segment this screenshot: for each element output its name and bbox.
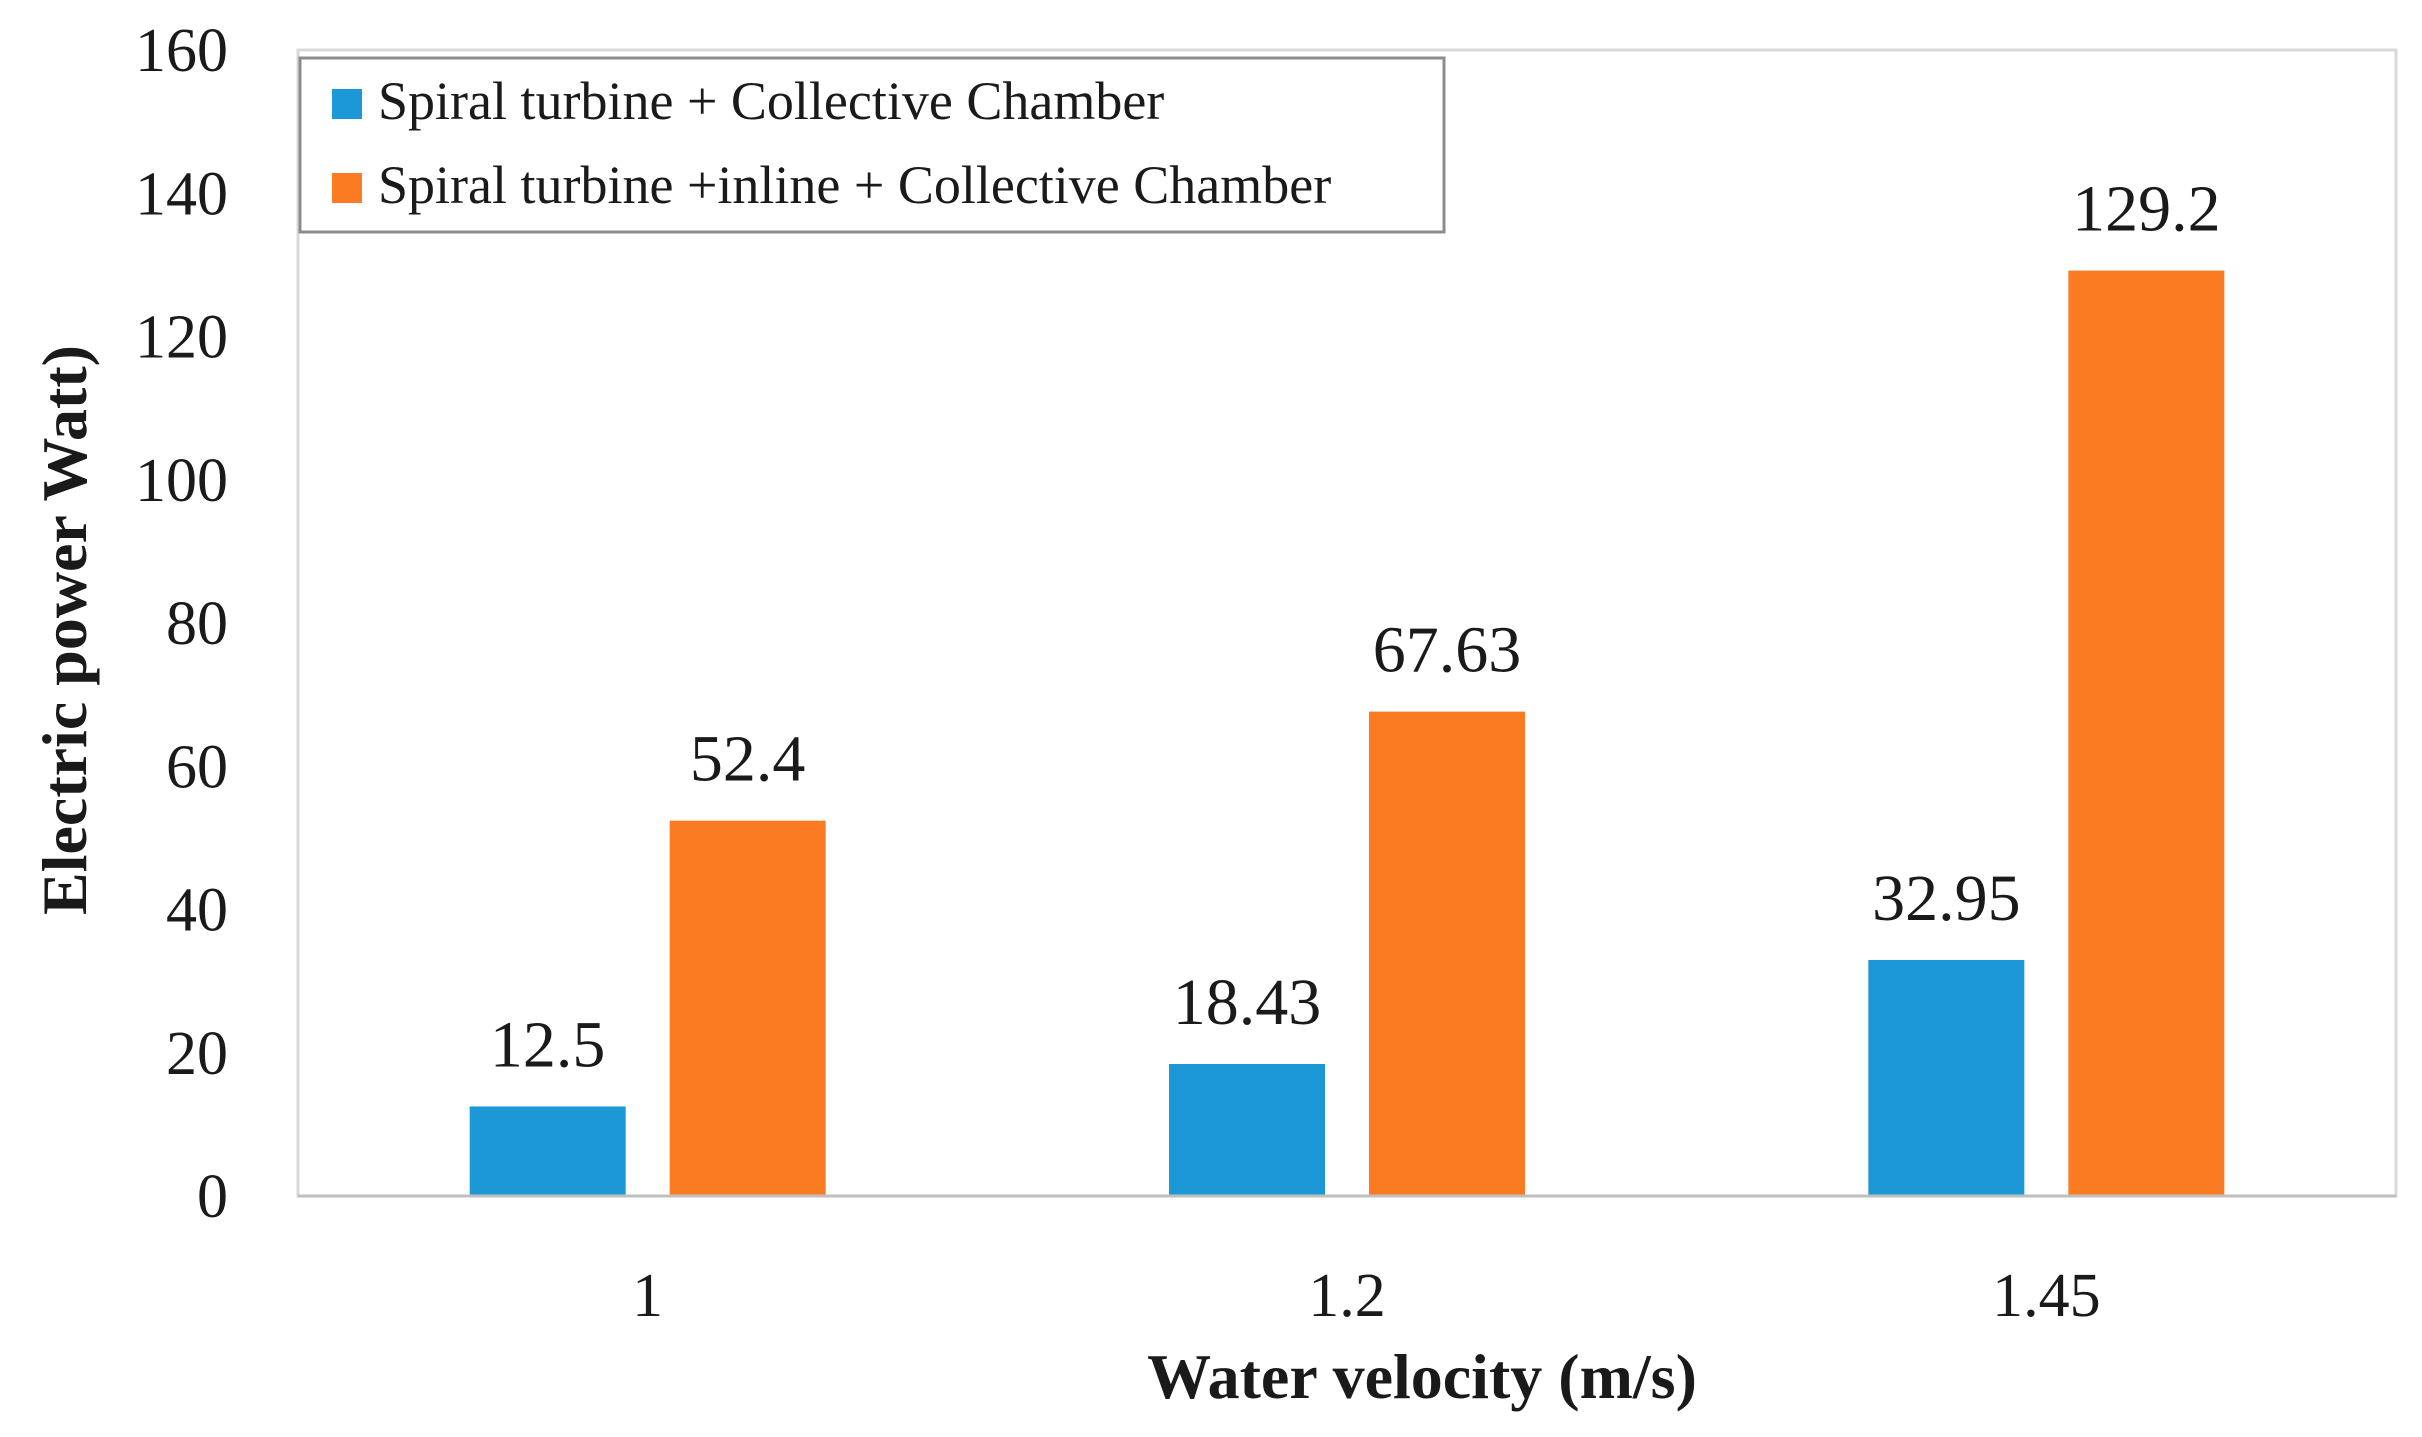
x-axis-ticks: 1 1.2 1.45 [632,1262,2100,1330]
bar-series1-1.2 [1169,1063,1325,1196]
data-label-series2-1.2: 67.63 [1373,614,1522,687]
data-labels-layer: 12.5 52.4 18.43 67.63 32.95 129.2 [490,173,2221,1082]
y-tick-label: 100 [135,447,228,515]
legend-swatch-series1 [332,89,362,119]
y-tick-label: 60 [166,733,228,801]
x-tick-label: 1.2 [1308,1262,1386,1330]
y-tick-label: 140 [135,160,228,228]
bar-series2-1 [669,820,826,1196]
bar-series1-1.45 [1868,959,2025,1196]
y-tick-label: 160 [135,17,228,85]
legend-box [298,56,1446,234]
x-tick-label: 1 [632,1262,663,1330]
y-axis-ticks: 0 20 40 60 80 100 120 140 160 [135,17,228,1231]
legend: Spiral turbine + Collective Chamber Spira… [298,56,1446,234]
x-tick-label: 1.45 [1992,1262,2101,1330]
data-label-series1-1.45: 32.95 [1872,862,2021,935]
y-axis-title: Electric power Watt) [29,345,100,915]
y-tick-label: 0 [197,1163,228,1231]
y-tick-label: 40 [166,877,228,945]
bar-series1-1 [469,1106,626,1196]
legend-swatch-series2 [332,173,362,203]
bar-series2-1.2 [1369,711,1525,1196]
y-tick-label: 20 [166,1020,228,1088]
bars-layer [469,270,2225,1197]
data-label-series2-1.45: 129.2 [2072,173,2221,246]
y-tick-label: 80 [166,590,228,658]
x-axis-title: Water velocity (m/s) [1147,1341,1697,1412]
data-label-series2-1: 52.4 [690,723,806,796]
data-label-series1-1.2: 18.43 [1173,966,1322,1039]
y-tick-label: 120 [135,304,228,372]
legend-label-series1: Spiral turbine + Collective Chamber [378,71,1164,131]
legend-label-series2: Spiral turbine +inline + Collective Cham… [378,155,1331,215]
bar-series2-1.45 [2068,270,2225,1197]
data-label-series1-1: 12.5 [490,1008,606,1081]
